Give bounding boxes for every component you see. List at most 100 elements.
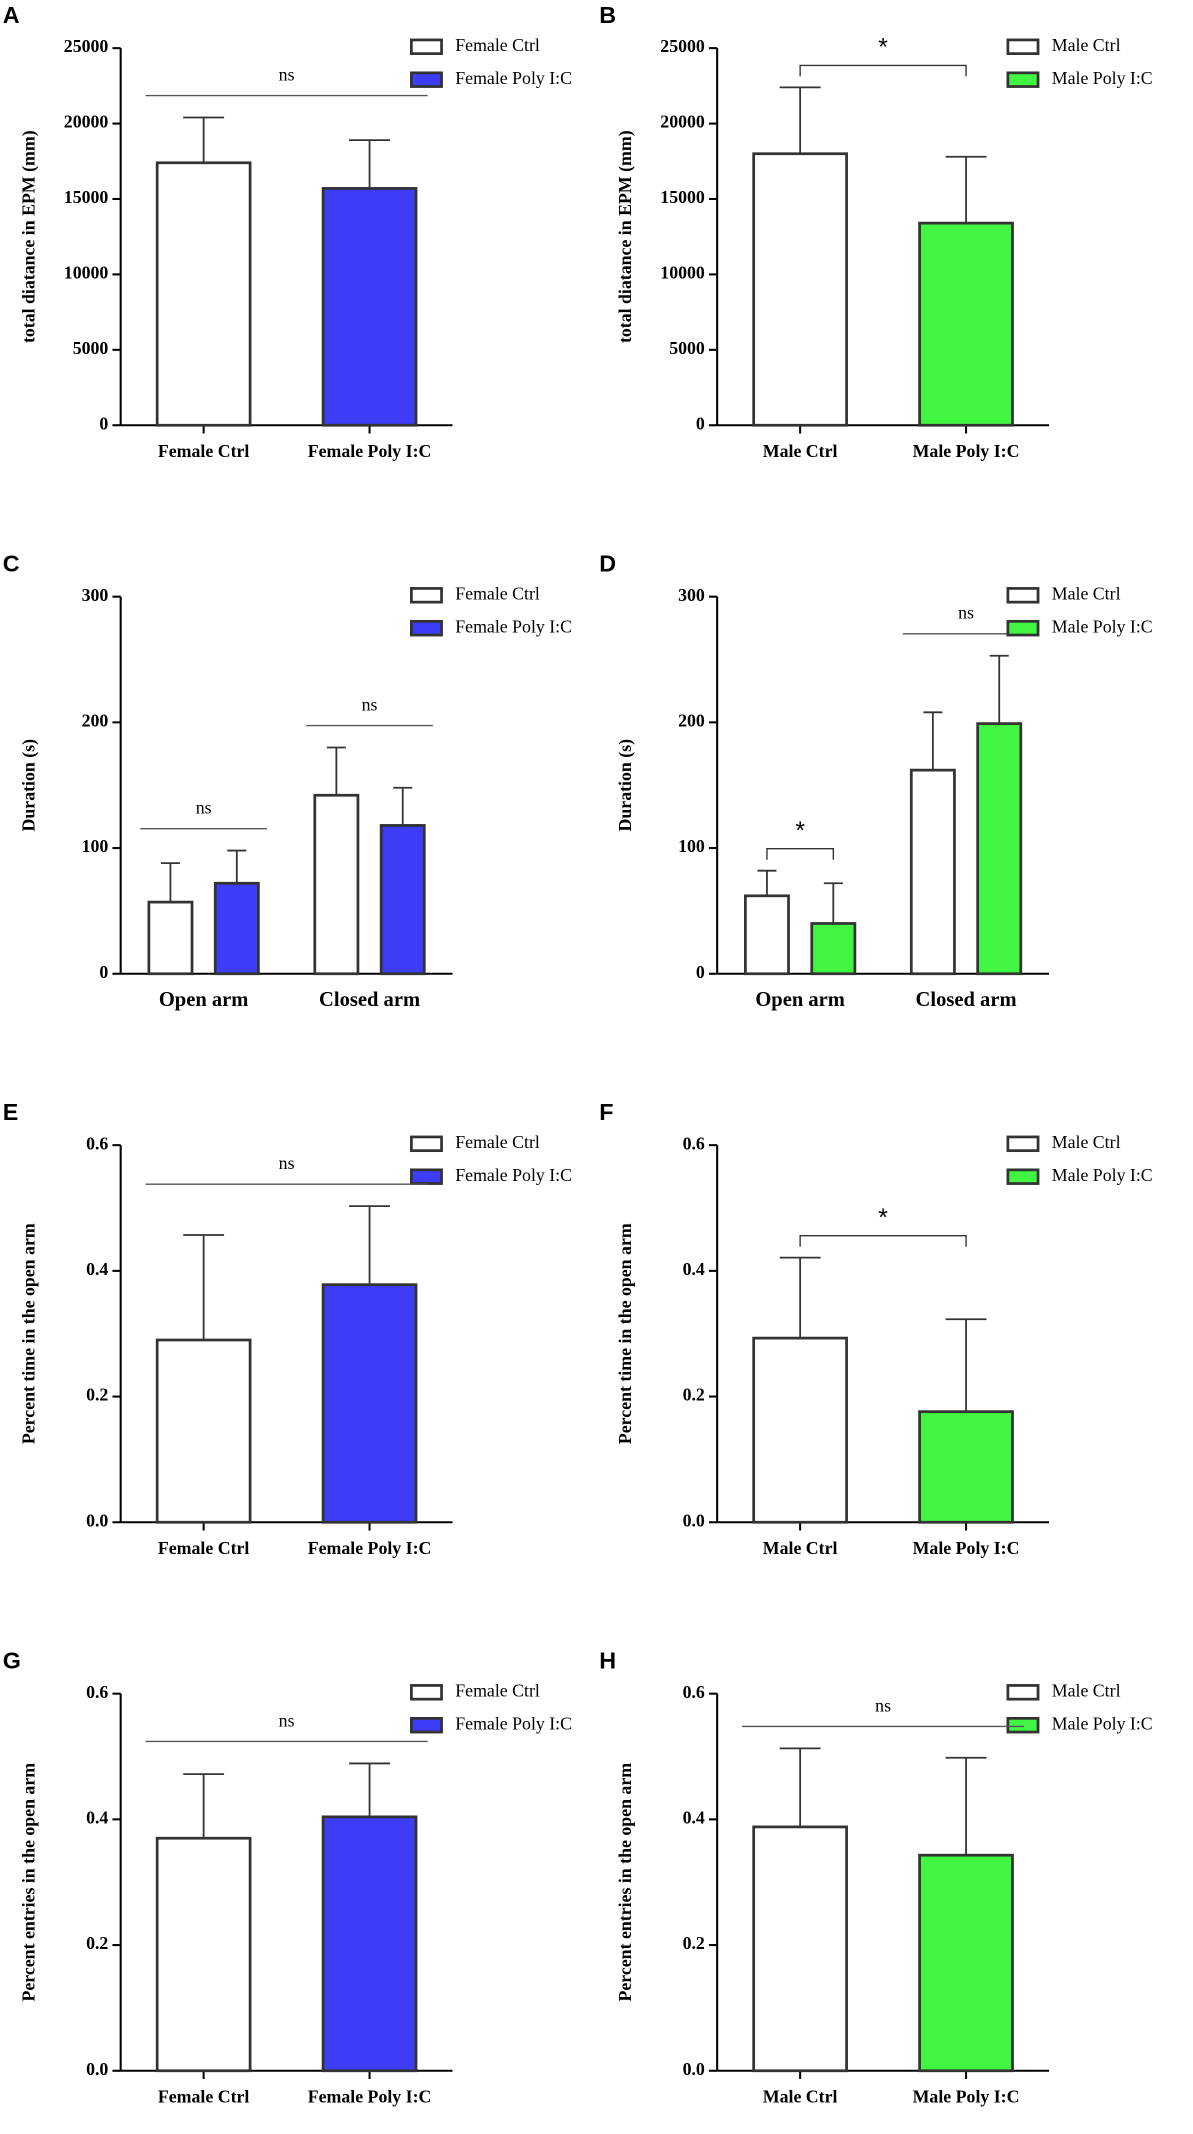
legend-label: Male Ctrl [1052, 1680, 1121, 1700]
error-bar [945, 1756, 987, 1856]
significance-label: ns [196, 798, 212, 818]
y-tick-label: 0.2 [683, 1385, 705, 1405]
panel-letter: A [3, 2, 20, 28]
legend-swatch [410, 1168, 443, 1185]
y-tick-label: 5000 [669, 338, 705, 358]
legend-label: Male Ctrl [1052, 1132, 1121, 1152]
y-tick-label: 0.6 [683, 1682, 705, 1702]
y-tick-label: 10000 [660, 263, 705, 283]
bar [909, 768, 956, 976]
y-tick-label: 0.0 [86, 2059, 108, 2079]
bar [752, 152, 848, 427]
bar [155, 161, 252, 427]
legend-swatch [1006, 1135, 1040, 1153]
legend-label: Male Poly I:C [1052, 616, 1153, 636]
y-tick-label: 0 [696, 962, 705, 982]
panel: F Percent time in the open arm 0.0 0.2 0.4 0.… [599, 1099, 1152, 1558]
legend-label: Female Poly I:C [455, 616, 572, 636]
error-bar [779, 1256, 821, 1339]
y-tick-label: 0.2 [86, 1385, 108, 1405]
legend-swatch [410, 1135, 443, 1153]
x-tick-label: Male Ctrl [763, 441, 838, 461]
bar [752, 1336, 848, 1524]
x-tick-label: Female Ctrl [158, 441, 250, 461]
legend-label: Female Poly I:C [455, 68, 572, 88]
significance-label: * [878, 1205, 888, 1232]
y-tick-label: 0.0 [683, 2059, 705, 2079]
bar [321, 1283, 418, 1524]
error-bar [183, 116, 225, 163]
bar [155, 1836, 252, 2073]
y-tick-label: 0.0 [683, 1510, 705, 1530]
panel: D Duration (s) 0 100 200 300 Open arm Closed ar… [599, 550, 1152, 1011]
panel: G Percent entries in the open arm 0.0 0.2 0.… [3, 1647, 572, 2106]
legend-swatch [410, 71, 443, 88]
legend-label: Male Poly I:C [1052, 1713, 1153, 1733]
significance-label: ns [279, 1153, 295, 1173]
x-tick-label: Male Poly I:C [913, 441, 1020, 461]
error-bar [349, 139, 390, 189]
y-tick-label: 5000 [73, 338, 109, 358]
y-tick-label: 0.4 [86, 1259, 108, 1279]
y-tick-label: 100 [678, 836, 705, 856]
panel: E Percent time in the open arm 0.0 0.2 0.4 0.… [3, 1099, 572, 1558]
x-tick-label: Male Poly I:C [913, 2086, 1020, 2106]
legend-label: Male Ctrl [1052, 35, 1121, 55]
legend-swatch [1006, 1684, 1040, 1701]
y-tick-label: 200 [82, 710, 109, 730]
legend-label: Female Ctrl [455, 1132, 540, 1152]
error-bar [945, 155, 987, 224]
y-tick-label: 0.6 [86, 1682, 108, 1702]
legend-label: Female Ctrl [455, 1680, 540, 1700]
y-tick-label: 100 [82, 836, 109, 856]
y-tick-label: 0.2 [86, 1933, 108, 1953]
legend-label: Female Ctrl [455, 583, 540, 603]
bar [147, 900, 194, 976]
bar [976, 722, 1023, 976]
error-bar [183, 1234, 225, 1340]
y-tick-label: 0.4 [683, 1807, 705, 1827]
bar [918, 1853, 1014, 2073]
y-axis-label: Percent entries in the open arm [18, 1763, 38, 2002]
significance-label: ns [875, 1695, 891, 1715]
error-bar [945, 1318, 987, 1412]
y-tick-label: 10000 [64, 263, 109, 283]
legend-swatch [1006, 619, 1040, 637]
error-bar [227, 849, 247, 884]
significance-label: * [795, 818, 805, 845]
legend-swatch [410, 1684, 443, 1701]
y-tick-label: 0.6 [683, 1133, 705, 1153]
significance-label: ns [279, 1710, 295, 1730]
y-tick-label: 20000 [64, 112, 109, 132]
legend-swatch [410, 587, 443, 604]
y-tick-label: 0.2 [683, 1933, 705, 1953]
legend-swatch [1006, 587, 1040, 604]
y-tick-label: 0.6 [86, 1133, 108, 1153]
bar [213, 881, 260, 976]
y-axis-label: Duration (s) [18, 739, 39, 832]
error-bar [779, 86, 821, 154]
bar [810, 922, 857, 976]
bar [918, 221, 1014, 427]
x-tick-label: Open arm [755, 989, 845, 1011]
significance-bracket [799, 1235, 967, 1247]
x-tick-label: Male Poly I:C [913, 1538, 1020, 1558]
panel: H Percent entries in the open arm 0.0 0.2 0.… [599, 1647, 1152, 2106]
legend-swatch [1006, 1716, 1040, 1734]
y-axis-label: total diatance in EPM (mm) [18, 130, 39, 343]
y-tick-label: 200 [678, 710, 705, 730]
panel-letter: H [599, 1647, 616, 1673]
x-tick-label: Male Ctrl [763, 1538, 838, 1558]
error-bar [326, 746, 346, 796]
y-axis-label: total diatance in EPM (mm) [615, 130, 636, 343]
x-tick-label: Female Poly I:C [308, 441, 432, 461]
significance-bracket [766, 848, 835, 860]
legend-swatch [1006, 71, 1040, 88]
significance-bracket [799, 64, 967, 77]
legend-swatch [1006, 38, 1040, 56]
bar [321, 1815, 418, 2073]
y-tick-label: 20000 [660, 112, 705, 132]
y-axis-label: Percent time in the open arm [18, 1223, 38, 1444]
bar [379, 824, 426, 976]
